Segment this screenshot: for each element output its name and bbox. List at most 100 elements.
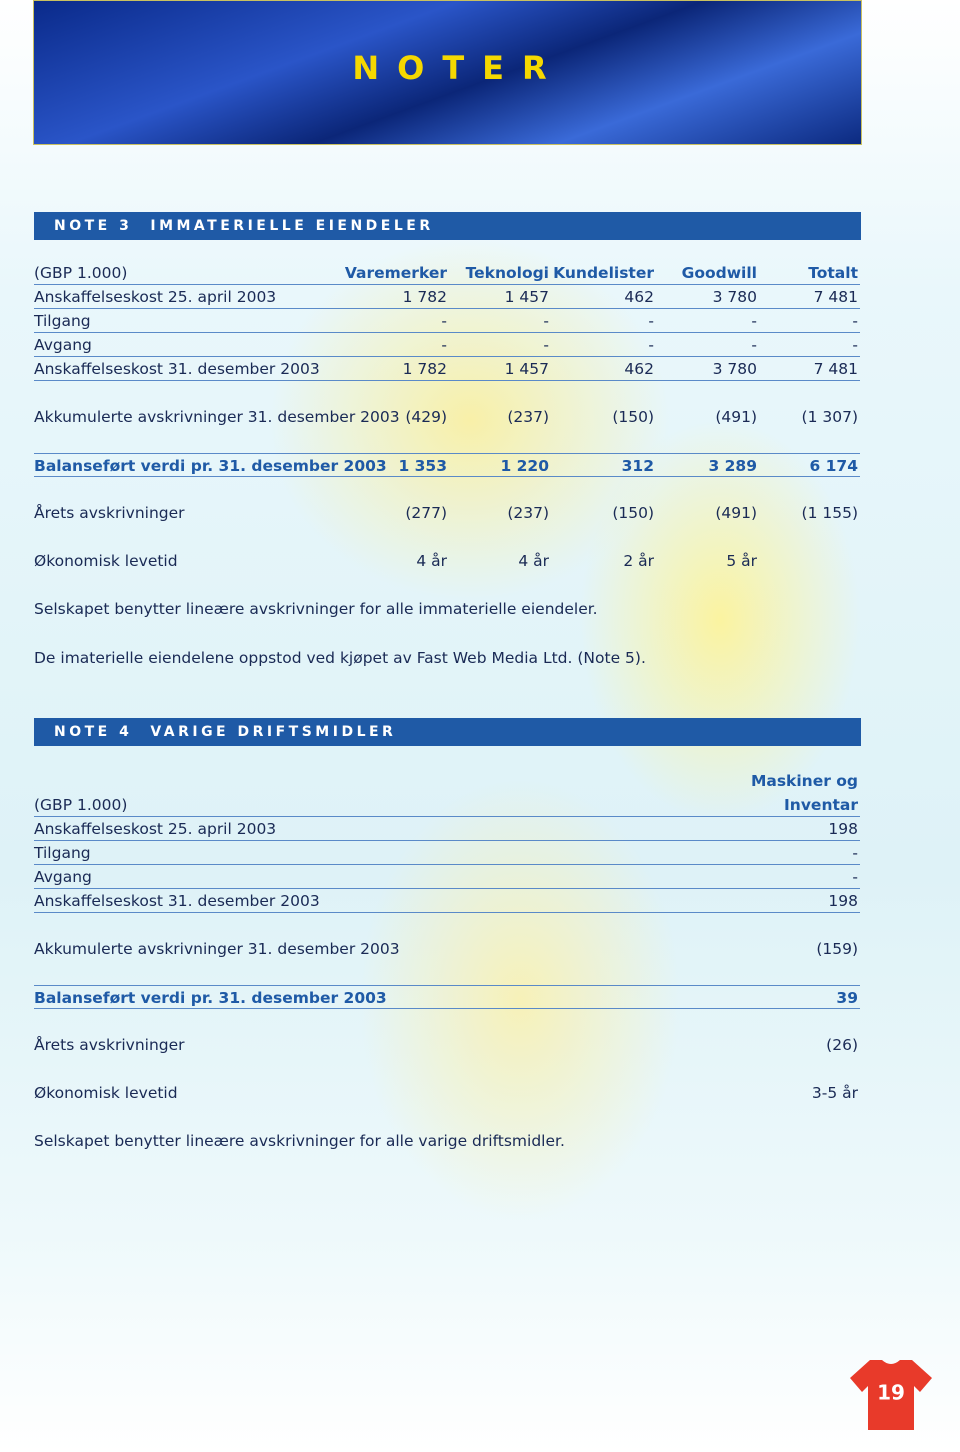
spacer [34, 381, 860, 405]
shirt-icon [850, 1360, 932, 1430]
cell-value: - [852, 868, 858, 886]
row-label: Tilgang [34, 844, 91, 862]
note-text: Selskapet benytter lineære avskrivninger… [34, 1132, 565, 1150]
table-row: Økonomisk levetid 4 år 4 år 2 år 5 år [34, 549, 860, 573]
table-row: Akkumulerte avskrivninger 31. desember 2… [34, 937, 860, 961]
unit-label: (GBP 1.000) [34, 796, 128, 814]
cell-value: (150) [612, 408, 654, 426]
row-label: Økonomisk levetid [34, 552, 178, 570]
spacer [34, 1105, 860, 1129]
cell-value: (491) [715, 408, 757, 426]
table-row: Tilgang - - - - - [34, 309, 860, 333]
note-number: NOTE 3 [54, 218, 133, 234]
cell-value: 462 [624, 288, 654, 306]
spacer [34, 429, 860, 453]
cell-value: - [441, 336, 447, 354]
cell-value: (159) [816, 940, 858, 958]
spacer [34, 573, 860, 597]
cell-value: (1 307) [801, 408, 858, 426]
table-row: Anskaffelseskost 31. desember 2003 198 [34, 889, 860, 913]
table-row: Balanseført verdi pr. 31. desember 2003 1… [34, 453, 860, 477]
cell-value: - [852, 336, 858, 354]
cell-value: 7 481 [813, 288, 858, 306]
cell-value: 1 353 [398, 457, 447, 475]
cell-value: 312 [621, 457, 654, 475]
cell-value: - [852, 844, 858, 862]
row-label: Balanseført verdi pr. 31. desember 2003 [34, 457, 387, 475]
table-row: Årets avskrivninger (26) [34, 1033, 860, 1057]
table-row: Anskaffelseskost 31. desember 2003 1 782 1… [34, 357, 860, 381]
header-row: Maskiner og [34, 769, 860, 793]
cell-value: 7 481 [813, 360, 858, 378]
note4-table: Maskiner og (GBP 1.000) Inventar Anskaffels… [34, 769, 860, 1178]
table-row: Anskaffelseskost 25. april 2003 1 782 1 45… [34, 285, 860, 309]
spacer [34, 525, 860, 549]
cell-value: - [543, 312, 549, 330]
cell-value: - [648, 336, 654, 354]
spacer [34, 1057, 860, 1081]
row-label: Anskaffelseskost 25. april 2003 [34, 288, 277, 306]
cell-value: - [543, 336, 549, 354]
table-row: Balanseført verdi pr. 31. desember 2003 3… [34, 985, 860, 1009]
cell-value: (237) [507, 504, 549, 522]
row-label: Akkumulerte avskrivninger 31. desember 2… [34, 940, 400, 958]
cell-value: (277) [405, 504, 447, 522]
note-number: NOTE 4 [54, 724, 133, 740]
table-row: Avgang - - - - - [34, 333, 860, 357]
spacer [34, 913, 860, 937]
cell-value: (26) [826, 1036, 858, 1054]
column-header: Goodwill [681, 264, 757, 282]
page-number: 19 [877, 1381, 905, 1405]
cell-value: - [852, 312, 858, 330]
cell-value: (237) [507, 408, 549, 426]
cell-value: (1 155) [801, 504, 858, 522]
section-bar: NOTE 3 IMMATERIELLE EIENDELER [34, 212, 861, 240]
row-label: Anskaffelseskost 31. desember 2003 [34, 892, 320, 910]
column-header: Totalt [808, 264, 858, 282]
cell-value: - [648, 312, 654, 330]
note-title: IMMATERIELLE EIENDELER [150, 218, 434, 234]
note-text: Selskapet benytter lineære avskrivninger… [34, 600, 598, 618]
cell-value: 39 [836, 989, 858, 1007]
cell-value: 198 [828, 820, 858, 838]
table-row: Tilgang - [34, 841, 860, 865]
column-header: Maskiner og [750, 772, 858, 790]
cell-value: - [751, 312, 757, 330]
table-row: Anskaffelseskost 25. april 2003 198 [34, 817, 860, 841]
row-label: Avgang [34, 336, 92, 354]
page-number-badge: 19 [850, 1360, 932, 1430]
table-row: Avgang - [34, 865, 860, 889]
column-header: Kundelister [553, 264, 654, 282]
row-label: Årets avskrivninger [34, 1036, 185, 1054]
cell-value: (491) [715, 504, 757, 522]
cell-value: (429) [405, 408, 447, 426]
spacer [34, 1009, 860, 1033]
column-header: Teknologi [465, 264, 549, 282]
cell-value: - [441, 312, 447, 330]
page-title: NOTER [352, 49, 565, 87]
column-header: Varemerker [344, 264, 447, 282]
table-row: Årets avskrivninger (277) (237) (150) (491) (… [34, 501, 860, 525]
cell-value: 3 780 [712, 288, 757, 306]
cell-value: 4 år [416, 552, 447, 570]
header-banner: NOTER [33, 0, 862, 145]
cell-value: (150) [612, 504, 654, 522]
row-label: Avgang [34, 868, 92, 886]
row-label: Årets avskrivninger [34, 504, 185, 522]
cell-value: 6 174 [809, 457, 858, 475]
cell-value: 4 år [518, 552, 549, 570]
section-bar: NOTE 4 VARIGE DRIFTSMIDLER [34, 718, 861, 746]
cell-value: 3-5 år [811, 1084, 858, 1102]
row-label: Akkumulerte avskrivninger 31. desember 2… [34, 408, 400, 426]
cell-value: 1 782 [402, 288, 447, 306]
cell-value: 1 782 [402, 360, 447, 378]
row-label: Balanseført verdi pr. 31. desember 2003 [34, 989, 387, 1007]
row-label: Tilgang [34, 312, 91, 330]
note-title: VARIGE DRIFTSMIDLER [150, 724, 397, 740]
note-text: De imaterielle eiendelene oppstod ved kj… [34, 649, 646, 667]
cell-value: 3 289 [708, 457, 757, 475]
header-row: (GBP 1.000) Inventar [34, 793, 860, 817]
cell-value: 5 år [726, 552, 757, 570]
row-label: Anskaffelseskost 31. desember 2003 [34, 360, 320, 378]
